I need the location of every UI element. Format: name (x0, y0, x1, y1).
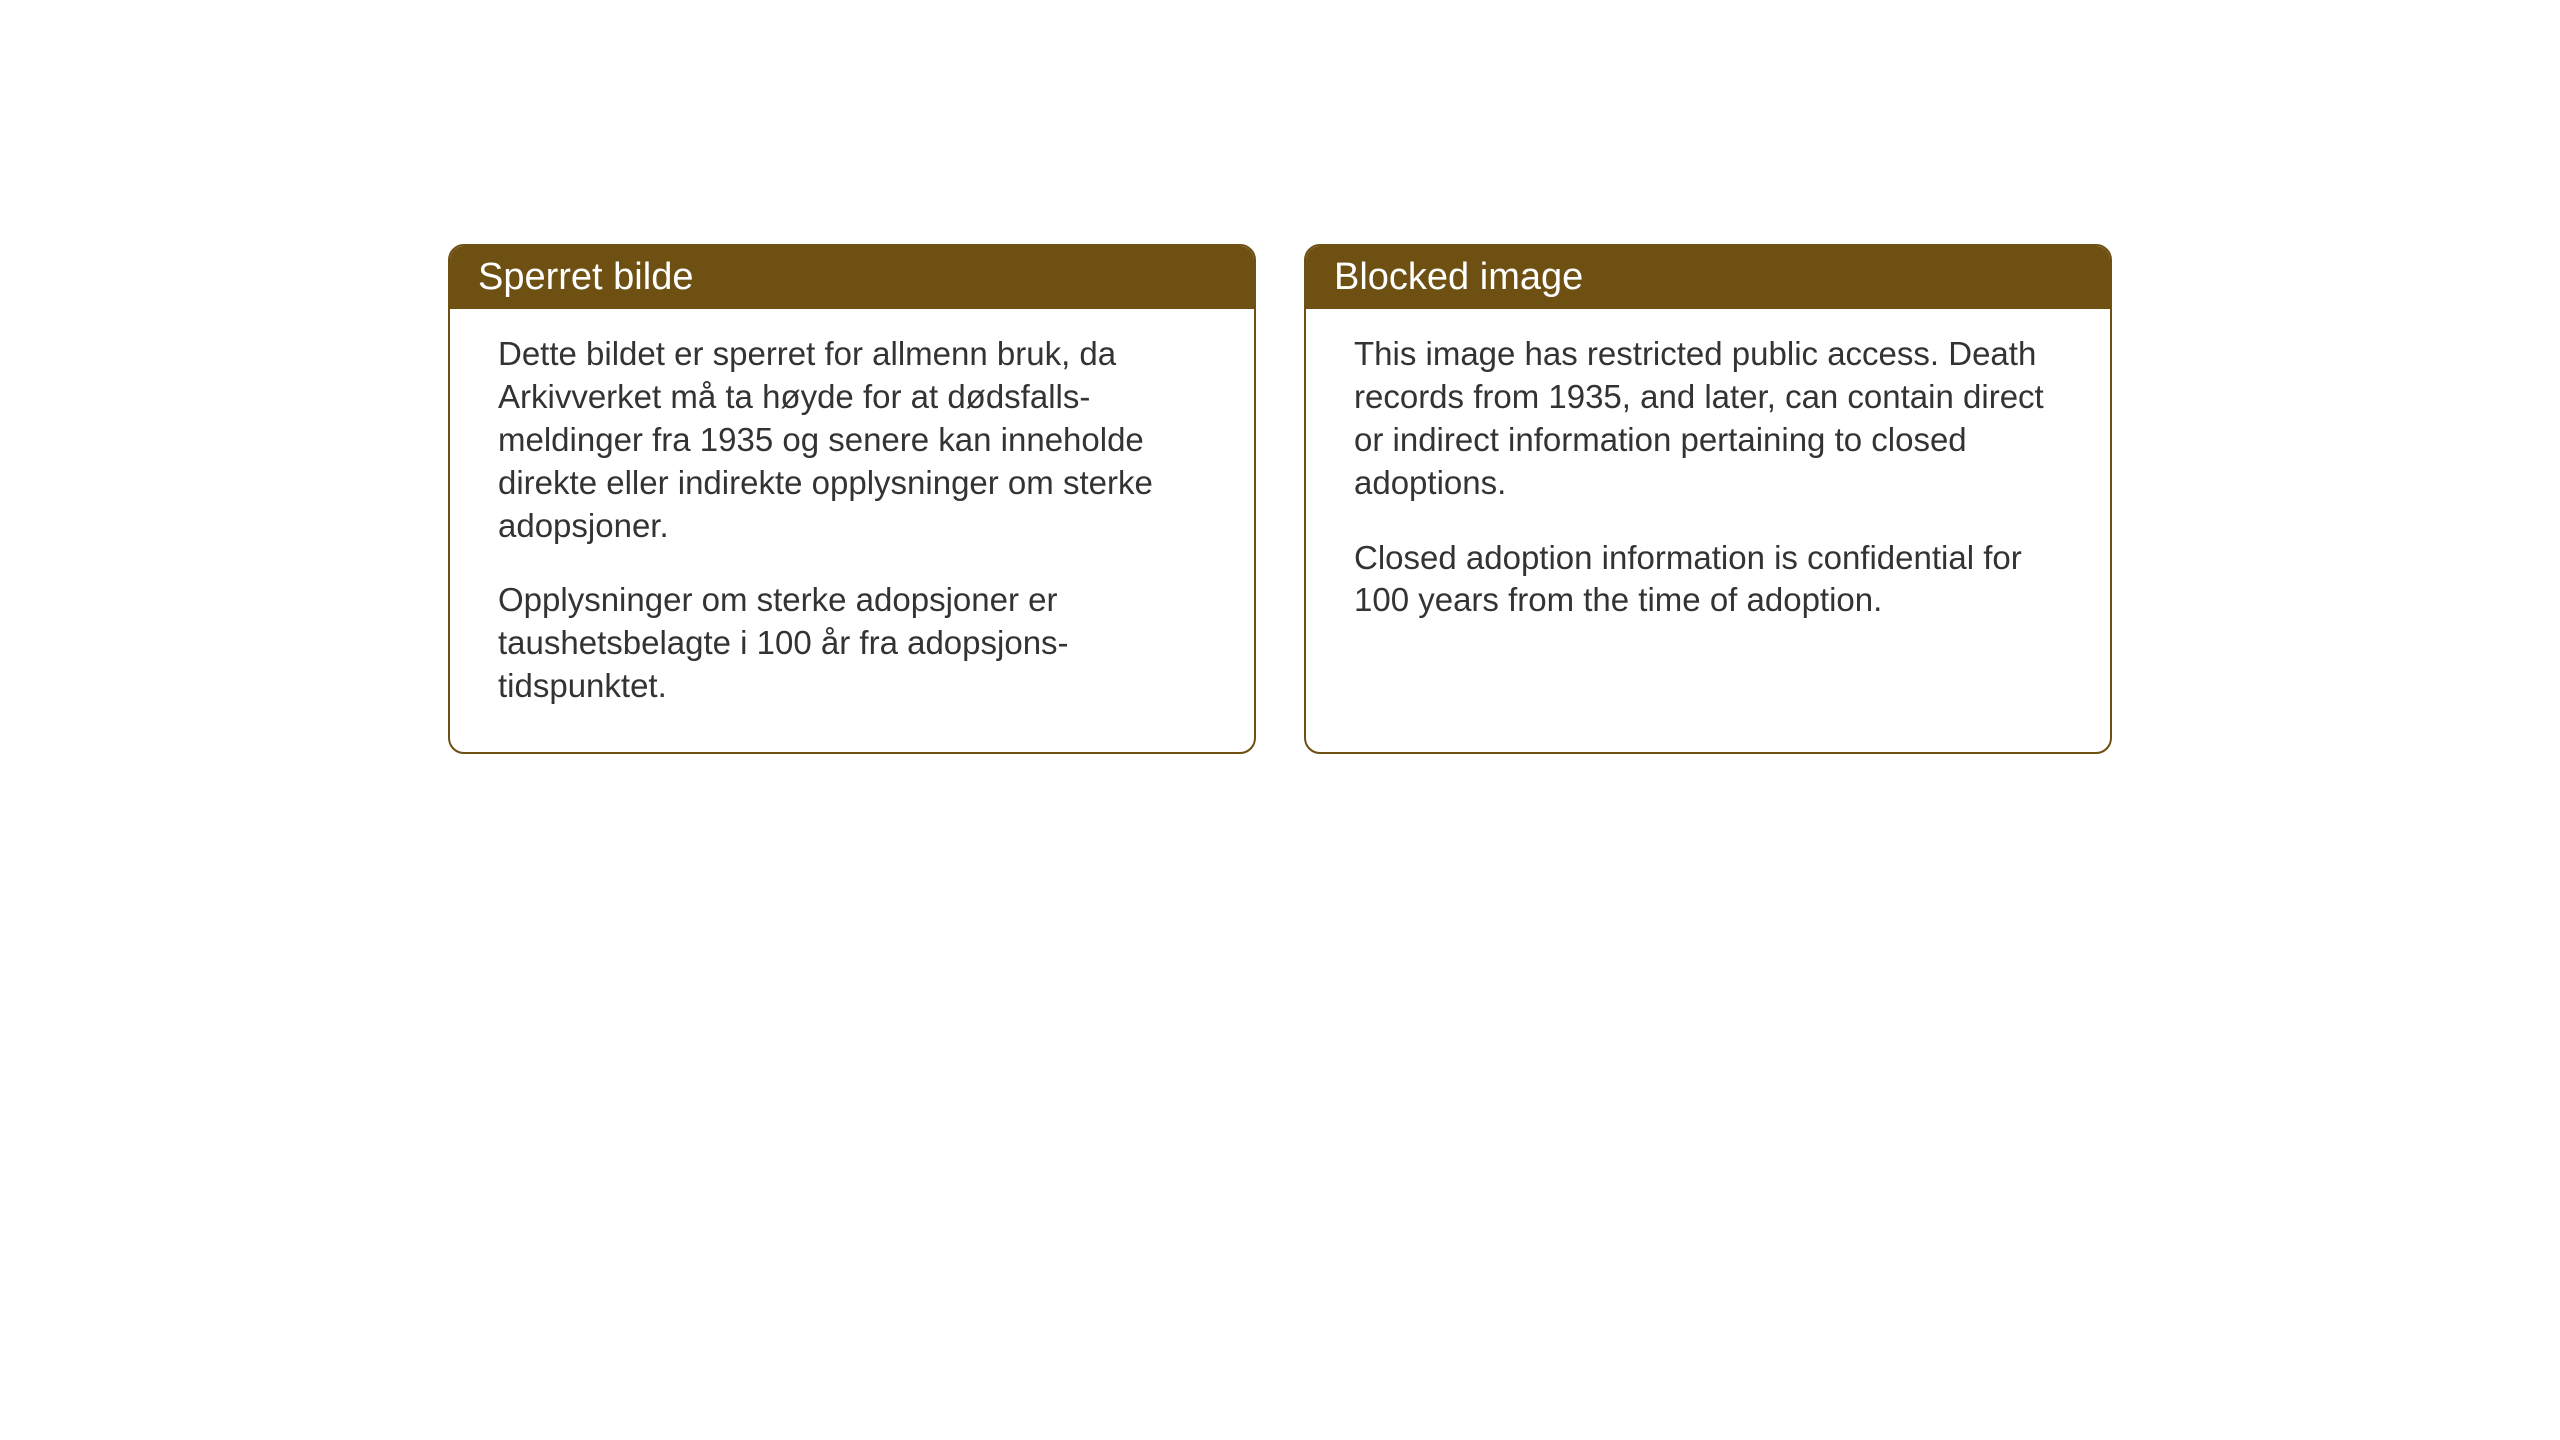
paragraph-english-1: This image has restricted public access.… (1354, 333, 2062, 505)
card-header-norwegian: Sperret bilde (450, 246, 1254, 309)
paragraph-norwegian-2: Opplysninger om sterke adopsjoner er tau… (498, 579, 1206, 708)
card-body-english: This image has restricted public access.… (1306, 309, 2110, 658)
paragraph-english-2: Closed adoption information is confident… (1354, 537, 2062, 623)
notice-card-english: Blocked image This image has restricted … (1304, 244, 2112, 754)
card-header-english: Blocked image (1306, 246, 2110, 309)
notice-container: Sperret bilde Dette bildet er sperret fo… (448, 244, 2112, 754)
card-body-norwegian: Dette bildet er sperret for allmenn bruk… (450, 309, 1254, 744)
paragraph-norwegian-1: Dette bildet er sperret for allmenn bruk… (498, 333, 1206, 547)
notice-card-norwegian: Sperret bilde Dette bildet er sperret fo… (448, 244, 1256, 754)
